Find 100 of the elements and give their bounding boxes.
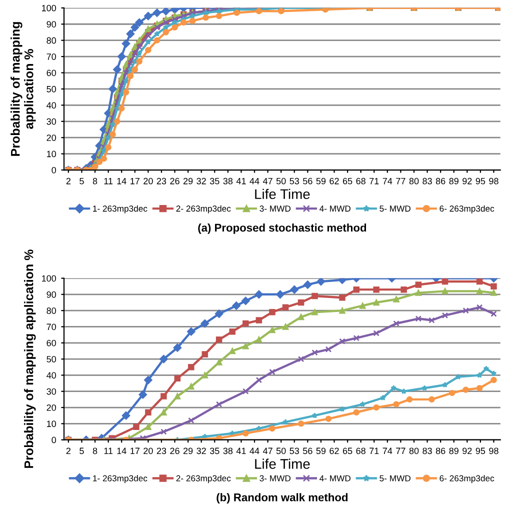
y-tick-label: 20 [46, 404, 56, 411]
y-tick-label: 60 [46, 340, 56, 346]
x-tick-label: 17 [130, 448, 140, 454]
x-tick-label: 23 [156, 448, 166, 454]
x-tick-label: 38 [223, 448, 233, 454]
x-tick-label: 59 [316, 448, 326, 454]
x-tick-label: 17 [130, 178, 140, 184]
y-tick-label: 80 [46, 308, 56, 314]
x-tick-label: 8 [92, 448, 98, 454]
x-tick-label: 98 [489, 178, 498, 184]
x-tick-label: 50 [276, 448, 286, 454]
x-tick-label: 11 [104, 178, 113, 184]
x-tick-label: 5 [80, 448, 84, 454]
legend-label: 6- 263mp3dec [440, 205, 494, 214]
y-tick-label: 100 [42, 4, 56, 12]
x-tick-label: 23 [156, 178, 166, 184]
x-tick-label: 26 [170, 178, 180, 184]
x-axis-title: Life Time [255, 458, 310, 469]
y-tick-label: 40 [46, 372, 56, 379]
x-tick-label: 53 [290, 448, 299, 454]
x-tick-label: 89 [449, 448, 458, 454]
x-tick-label: 65 [342, 178, 352, 184]
y-tick-label: 60 [46, 70, 56, 76]
x-tick-label: 62 [330, 448, 339, 454]
x-tick-label: 26 [170, 448, 180, 454]
x-tick-label: 98 [489, 448, 498, 454]
x-tick-label: 11 [104, 448, 113, 454]
x-tick-label: 29 [183, 178, 193, 184]
x-tick-label: 5 [80, 178, 84, 184]
x-tick-label: 59 [316, 178, 326, 184]
legend-label: 1- 263mp3dec [93, 205, 148, 214]
legend-label: 2- 263mp3dec [176, 475, 231, 484]
x-tick-label: 95 [476, 448, 486, 454]
y-tick-label: 70 [46, 324, 56, 330]
legend-label: 1- 263mp3dec [93, 475, 148, 484]
x-tick-label: 20 [144, 178, 153, 184]
x-tick-label: 8 [92, 178, 98, 184]
y-tick-label: 0 [52, 436, 56, 444]
x-tick-label: 80 [409, 178, 419, 184]
legend-label: 5- MWD [380, 475, 410, 482]
x-tick-label: 47 [262, 448, 272, 454]
x-tick-label: 77 [396, 448, 406, 454]
legend-label: 3- MWD [260, 475, 291, 482]
x-tick-label: 20 [144, 448, 153, 454]
legend-label: 2- 263mp3dec [176, 205, 231, 214]
x-tick-label: 41 [236, 448, 246, 454]
x-tick-label: 35 [210, 178, 220, 184]
x-tick-label: 44 [250, 178, 260, 184]
x-tick-label: 77 [396, 178, 406, 184]
x-tick-label: 44 [250, 448, 260, 454]
text: (a) Proposed stochastic method [198, 224, 366, 234]
x-tick-label: 68 [356, 448, 366, 454]
x-tick-label: 86 [436, 448, 446, 454]
y-tick-label: 10 [47, 420, 56, 428]
y-tick-label: 50 [46, 356, 56, 362]
legend-label: 4- MWD [320, 475, 350, 482]
x-tick-label: 14 [117, 448, 126, 454]
x-tick-label: 80 [409, 448, 419, 454]
x-tick-label: 83 [422, 448, 432, 454]
legend-label: 3- MWD [260, 206, 291, 212]
x-tick-label: 35 [210, 448, 220, 454]
legend-label: 4- MWD [320, 206, 350, 212]
y-tick-label: 90 [46, 291, 56, 298]
x-tick-label: 71 [370, 448, 379, 454]
legend-label: 6- 263mp3dec [440, 475, 494, 484]
y-tick-label: 40 [46, 102, 56, 109]
y-tick-label: 0 [52, 166, 56, 174]
y-tick-label: 80 [46, 37, 56, 44]
x-tick-label: 92 [462, 178, 472, 184]
x-tick-label: 56 [303, 448, 312, 454]
x-tick-label: 41 [236, 178, 246, 184]
y-tick-label: 50 [46, 86, 56, 92]
x-tick-label: 89 [449, 178, 458, 184]
x-tick-label: 68 [356, 178, 366, 184]
x-axis-title: Life Time [255, 188, 310, 200]
x-tick-label: 47 [262, 178, 272, 184]
x-tick-label: 32 [196, 448, 206, 454]
x-tick-label: 65 [342, 448, 352, 454]
x-tick-label: 2 [66, 448, 70, 454]
x-tick-label: 14 [117, 178, 126, 184]
legend-label: 5- MWD [380, 206, 410, 212]
x-tick-label: 38 [223, 178, 233, 184]
text: (b) Random walk method [216, 493, 348, 504]
x-tick-label: 53 [290, 178, 299, 184]
x-tick-label: 95 [476, 178, 486, 184]
y-tick-label: 30 [46, 118, 56, 125]
x-tick-label: 32 [196, 178, 206, 184]
x-tick-label: 2 [66, 178, 70, 184]
x-tick-label: 83 [422, 178, 432, 184]
x-tick-label: 92 [462, 448, 472, 454]
y-axis-title: Probability of mapping application % [10, 22, 36, 156]
x-tick-label: 50 [276, 178, 286, 184]
x-tick-label: 74 [382, 178, 392, 184]
x-tick-label: 74 [382, 448, 392, 454]
x-tick-label: 62 [330, 178, 339, 184]
y-tick-label: 100 [42, 275, 56, 282]
y-tick-label: 20 [46, 134, 56, 141]
y-tick-label: 10 [47, 150, 56, 158]
y-tick-label: 70 [46, 54, 56, 60]
x-tick-label: 56 [303, 178, 312, 184]
